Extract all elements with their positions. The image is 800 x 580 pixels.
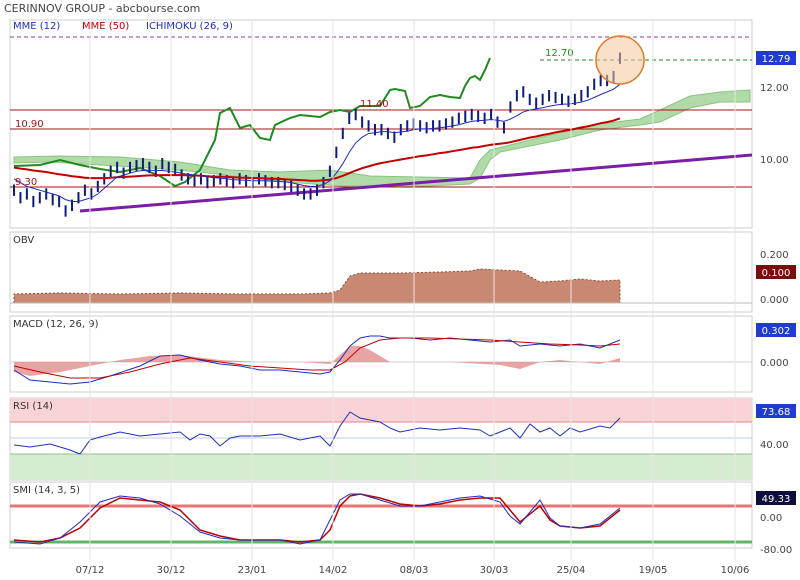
legend-ichimoku: ICHIMOKU (26, 9) [146, 21, 233, 32]
legend-smi: SMI (14, 3, 5) [13, 485, 80, 496]
rsi-panel: RSI (14) 73.68 40.00 [9, 397, 796, 481]
mme12-line [13, 83, 621, 202]
legend-rsi: RSI (14) [13, 401, 53, 412]
trendline [79, 153, 753, 213]
rsi-overbought-zone [10, 398, 752, 422]
macd-tick-0: 0.000 [760, 358, 789, 369]
x-tick-label: 07/12 [76, 565, 105, 576]
legend-mme12: MME (12) [13, 21, 60, 32]
rsi-line [13, 411, 621, 455]
y-tick-1000: 10.00 [760, 155, 789, 166]
x-tick-label: 10/06 [721, 565, 750, 576]
macd-line [13, 335, 621, 385]
last-price-box [756, 51, 796, 65]
y-tick-1200: 12.00 [760, 83, 789, 94]
x-tick-label: 25/04 [557, 565, 586, 576]
annot-930: 9.30 [15, 177, 37, 188]
highlight-circle [595, 35, 645, 85]
obv-last-box [756, 265, 796, 279]
rsi-tick-40: 40.00 [760, 440, 789, 451]
chart-title: CERINNOV GROUP - abcbourse.com [4, 2, 200, 15]
macd-last-box [756, 323, 796, 337]
obv-last: 0.100 [762, 268, 791, 279]
annot-1090: 10.90 [15, 119, 44, 130]
legend-obv: OBV [13, 235, 34, 246]
smi-panel: SMI (14, 3, 5) 49.33 0.00 -80.00 [9, 481, 796, 556]
smi-tick-0: 0.00 [760, 513, 782, 524]
x-tick-label: 19/05 [639, 565, 668, 576]
x-tick-label: 30/03 [480, 565, 509, 576]
macd-last: 0.302 [762, 326, 791, 337]
annot-1270: 12.70 [545, 48, 574, 59]
mme50-line [13, 117, 621, 182]
legend-mme50: MME (50) [82, 21, 129, 32]
x-tick-label: 30/12 [157, 565, 186, 576]
price-panel: MME (12) MME (50) ICHIMOKU (26, 9) 12.70… [9, 19, 796, 229]
rsi-last-box [756, 404, 796, 418]
x-axis: 07/12 30/12 23/01 14/02 08/03 30/03 25/04 19/05… [76, 20, 750, 576]
smi-last-box [756, 491, 796, 505]
macd-histogram [14, 346, 620, 376]
macd-panel: MACD (12, 26, 9) 0.302 0.000 [9, 315, 796, 393]
annot-1140: 11.40 [360, 99, 389, 110]
obv-area [13, 268, 621, 304]
ichimoku-cloud [13, 89, 751, 187]
last-price: 12.79 [762, 54, 791, 65]
obv-tick-0000: 0.000 [760, 295, 789, 306]
smi-tick-m80: -80.00 [760, 545, 792, 556]
smi-line [13, 493, 621, 545]
rsi-last: 73.68 [762, 407, 791, 418]
obv-tick-0200: 0.200 [760, 250, 789, 261]
x-tick-label: 23/01 [238, 565, 267, 576]
obv-panel: OBV 0.200 0.100 0.000 [9, 231, 796, 313]
legend-macd: MACD (12, 26, 9) [13, 319, 99, 330]
smi-last: 49.33 [762, 494, 791, 505]
x-tick-label: 14/02 [319, 565, 348, 576]
x-tick-label: 08/03 [400, 565, 429, 576]
rsi-oversold-zone [10, 454, 752, 480]
macd-signal [13, 337, 621, 379]
